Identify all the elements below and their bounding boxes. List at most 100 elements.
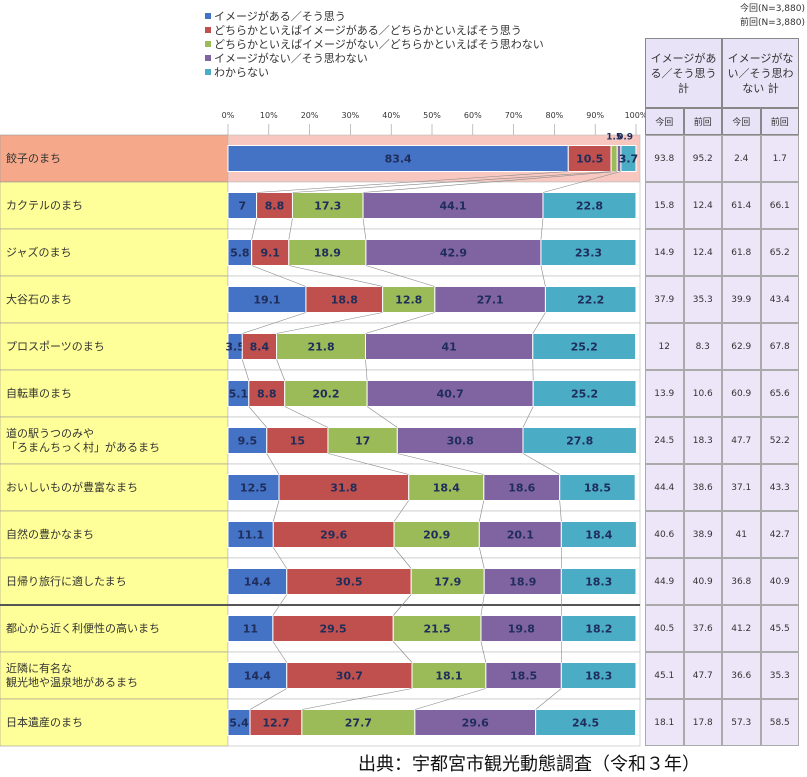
bar-segment <box>392 615 482 642</box>
value-label: 0.9 <box>617 133 633 143</box>
legend-swatch <box>205 41 211 47</box>
connector <box>414 688 486 710</box>
connector <box>366 406 398 428</box>
bar-segment <box>620 145 637 172</box>
value-label: 8.4 <box>250 341 270 354</box>
connector <box>532 312 546 334</box>
value-label: 1.5 <box>606 133 622 143</box>
legend-swatch <box>205 13 211 19</box>
bar-segment <box>414 709 537 736</box>
connector <box>480 641 487 663</box>
value-label: 12.7 <box>262 717 289 730</box>
connector <box>288 218 293 240</box>
table-cell: 65.6 <box>760 370 799 417</box>
table-cell: 40.6 <box>645 511 684 558</box>
connector <box>365 265 435 287</box>
connector <box>251 265 307 287</box>
bar-segment <box>542 192 637 219</box>
connector <box>365 312 435 334</box>
legend-swatch <box>205 69 211 75</box>
legend-swatch <box>205 55 211 61</box>
table-cell: 57.3 <box>722 699 761 746</box>
value-label: 3.7 <box>619 153 639 166</box>
value-label: 44.1 <box>439 200 466 213</box>
table-cell: 10.6 <box>683 370 722 417</box>
table-cell: 1.7 <box>760 135 799 182</box>
connector <box>248 406 267 428</box>
table-cell: 17.8 <box>683 699 722 746</box>
value-label: 29.6 <box>462 717 489 730</box>
value-label: 5.4 <box>229 717 249 730</box>
connector <box>256 171 569 193</box>
value-label: 12.5 <box>240 482 267 495</box>
bar-segment <box>483 568 562 595</box>
table-cell: 44.9 <box>645 558 684 605</box>
value-label: 9.5 <box>238 435 258 448</box>
table-note: 前回(N=3,880) <box>739 17 805 28</box>
table-cell: 13.9 <box>645 370 684 417</box>
table-cell: 42.7 <box>760 511 799 558</box>
table-cell: 67.8 <box>760 323 799 370</box>
table-subheader: 今回 <box>645 108 684 135</box>
table-cell: 24.5 <box>645 417 684 464</box>
connector <box>363 171 618 193</box>
category-label: 日本遺産のまち <box>6 715 83 729</box>
table-subheader: 前回 <box>760 108 799 135</box>
connector <box>284 406 329 428</box>
value-label: 18.9 <box>509 576 536 589</box>
value-label: 21.5 <box>424 623 451 636</box>
table-cell: 18.1 <box>645 699 684 746</box>
category-label: 近隣に有名な 観光地や温泉地があるまち <box>6 661 138 689</box>
value-label: 9.1 <box>260 247 280 260</box>
category-label: 大谷石のまち <box>6 292 72 306</box>
row-bg <box>0 604 229 653</box>
value-label: 22.8 <box>576 200 603 213</box>
table-cell: 58.5 <box>760 699 799 746</box>
value-label: 18.5 <box>510 670 537 683</box>
table-header: イメージがある／そう思う 計 <box>645 38 722 108</box>
bar-segment <box>272 521 395 548</box>
bar-segment <box>535 709 637 736</box>
x-tick-label: 100% <box>625 111 648 120</box>
value-label: 7 <box>238 200 246 213</box>
x-tick-label: 70% <box>505 111 523 120</box>
connector <box>393 547 412 569</box>
value-label: 27.7 <box>345 717 372 730</box>
row-bg <box>0 510 229 559</box>
connector <box>242 312 307 334</box>
category-label: 自転車のまち <box>6 386 72 400</box>
table-cell: 35.3 <box>760 652 799 699</box>
value-label: 42.9 <box>440 247 467 260</box>
value-label: 27.1 <box>477 294 504 307</box>
category-label: 餃子のまち <box>6 151 61 165</box>
connector <box>479 500 485 522</box>
bar-segment <box>410 568 485 595</box>
bar-segment <box>278 474 410 501</box>
connector <box>522 406 534 428</box>
table-cell: 93.8 <box>645 135 684 182</box>
bar-segment <box>396 427 524 454</box>
value-label: 14.4 <box>244 576 271 589</box>
value-label: 17.9 <box>434 576 461 589</box>
connector <box>251 218 257 240</box>
value-label: 41 <box>441 341 456 354</box>
connector <box>241 359 250 381</box>
bar-segment <box>227 615 274 642</box>
table-cell: 41.2 <box>722 605 761 652</box>
bar-segment <box>266 427 329 454</box>
connector <box>540 265 546 287</box>
table-cell: 43.3 <box>760 464 799 511</box>
bar-segment <box>362 192 544 219</box>
value-label: 18.6 <box>508 482 535 495</box>
table-cell: 45.5 <box>760 605 799 652</box>
connector <box>479 547 485 569</box>
connector <box>522 453 560 475</box>
bar-segment <box>248 380 286 407</box>
bar-segment <box>286 662 413 689</box>
connector <box>540 218 544 240</box>
bar-segment <box>540 239 637 266</box>
bar-segment <box>382 286 436 313</box>
value-label: 25.2 <box>571 341 598 354</box>
